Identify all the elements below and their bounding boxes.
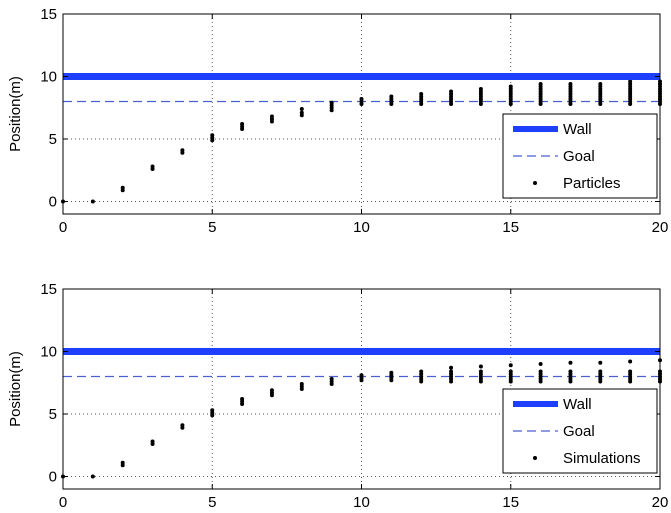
chart-2-xtick-label-1: 5 [208, 494, 216, 508]
chart-2-legend: Wall Goal Simulations [502, 388, 658, 474]
chart-2-ytick-label-3: 15 [40, 281, 57, 298]
chart-1-legend-label-wall: Wall [563, 121, 592, 138]
chart-1-ytick-label-1: 5 [49, 131, 57, 148]
chart-2-ylabel: Position(m) [7, 351, 24, 427]
chart-1-legend: Wall Goal Particles [502, 113, 658, 199]
chart-2-legend-points-swatch [533, 456, 537, 460]
chart-2-xtick-label-0: 0 [59, 494, 67, 508]
chart-1-legend-points-swatch [533, 181, 537, 185]
chart-1-point-2-1 [120, 185, 125, 190]
chart-1-xtick-label-0: 0 [59, 219, 67, 236]
chart-1-legend-label-dot: Particles [563, 175, 621, 192]
chart-1-point-8-2 [299, 107, 304, 111]
chart-2-point-15-5 [508, 363, 513, 368]
chart-2-point-1-0 [90, 474, 95, 479]
chart-1-ytick-label-0: 0 [49, 194, 57, 211]
chart-1-xtick-label-3: 15 [502, 219, 519, 236]
chart-2-point-2-1 [120, 460, 125, 465]
chart-1-point-14-6 [478, 87, 483, 91]
chart-1-point-19-9 [628, 79, 633, 84]
chart-2-point-3-1 [150, 439, 155, 444]
chart-1-point-15-7 [508, 84, 513, 89]
chart-1-point-10-2 [359, 97, 364, 101]
chart-2-xtick-label-4: 20 [652, 494, 669, 508]
chart-2: 0 5 10 15 20 0 5 10 15 Position(m) Wall Goal Simulat… [7, 281, 669, 511]
chart-1-point-16-8 [538, 82, 543, 86]
chart-2-xtick-label-2: 10 [353, 494, 370, 508]
chart-2-point-16-4 [538, 369, 543, 374]
chart-1-point-12-4 [419, 92, 424, 96]
chart-1-legend-label-goal: Goal [563, 148, 595, 165]
chart-1-ylabel: Position(m) [7, 76, 24, 152]
chart-2-point-14-5 [478, 364, 483, 369]
chart-2-legend-label-wall: Wall [563, 396, 592, 413]
chart-2-ytick-label-2: 10 [40, 344, 57, 361]
chart-2-point-19-5 [628, 359, 633, 364]
chart-1-point-8-1 [299, 110, 304, 115]
chart-1-point-5-2 [210, 133, 215, 138]
chart-2-legend-label-goal: Goal [563, 423, 595, 440]
chart-2-point-12-4 [419, 369, 424, 374]
chart-1-xtick-label-1: 5 [208, 219, 216, 236]
chart-2-point-19-4 [628, 369, 633, 374]
chart-2-point-14-4 [478, 369, 483, 374]
chart-2-ytick-label-0: 0 [49, 469, 57, 486]
chart-2-point-15-4 [508, 369, 513, 374]
chart-2-point-18-4 [598, 369, 603, 374]
chart-2-point-11-3 [389, 370, 394, 375]
chart-1-xtick-label-2: 10 [353, 219, 370, 236]
chart-2-xtick-label-3: 15 [502, 494, 519, 508]
chart-1-point-3-1 [150, 164, 155, 169]
chart-1-point-17-8 [568, 82, 573, 86]
chart-2-point-13-4 [449, 369, 454, 374]
chart-1-xtick-label-4: 20 [652, 219, 669, 236]
chart-2-point-7-2 [269, 388, 274, 393]
chart-2-point-18-5 [598, 360, 603, 365]
chart-2-point-9-2 [329, 377, 334, 381]
chart-1-ytick-label-3: 15 [40, 6, 57, 23]
chart-2-point-13-5 [449, 365, 454, 370]
chart-2-point-4-1 [180, 423, 185, 428]
chart-2-point-10-2 [359, 373, 364, 378]
chart-1-point-9-3 [329, 100, 334, 105]
chart-1-point-7-2 [269, 114, 274, 119]
chart-1-point-1-0 [90, 199, 95, 204]
chart-1-point-13-5 [449, 89, 454, 94]
chart-2-point-5-2 [210, 408, 215, 413]
chart-1: 0 5 10 15 20 0 5 10 15 Position(m) Wall Goal Particl… [7, 6, 668, 236]
chart-2-legend-label-dot: Simulations [563, 450, 641, 467]
chart-2-point-16-5 [538, 362, 543, 366]
chart-2-ytick-label-1: 5 [49, 406, 57, 423]
chart-2-point-6-2 [240, 397, 245, 401]
chart-2-point-8-2 [299, 382, 304, 386]
chart-1-point-6-2 [240, 122, 245, 126]
chart-1-point-18-8 [598, 82, 603, 86]
chart-1-ytick-label-2: 10 [40, 69, 57, 86]
chart-1-point-11-3 [389, 94, 394, 99]
chart-2-point-17-5 [568, 360, 573, 365]
chart-1-point-4-1 [180, 148, 185, 153]
chart-2-point-17-4 [568, 369, 573, 374]
